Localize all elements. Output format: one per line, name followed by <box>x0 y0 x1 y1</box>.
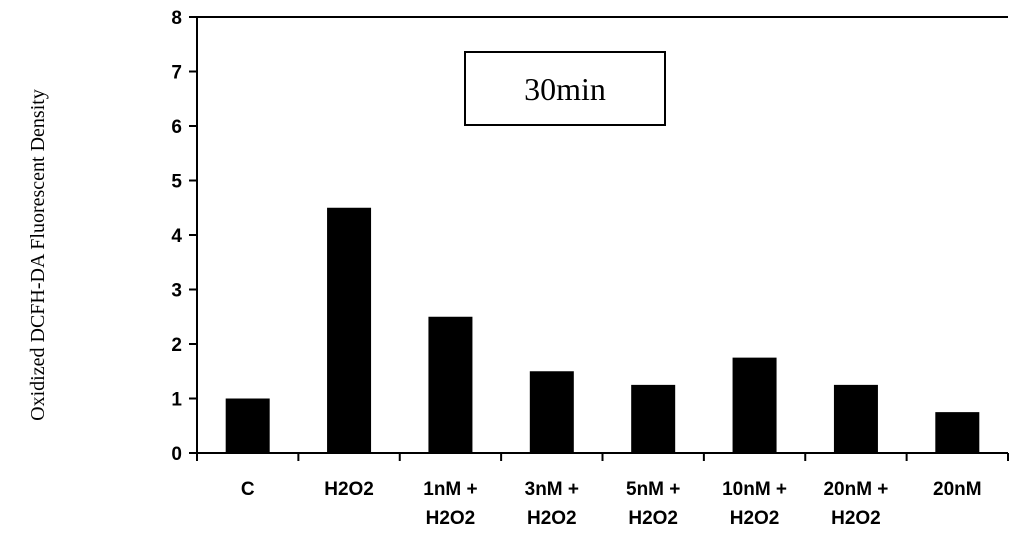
annotation-text: 30min <box>524 71 606 107</box>
bar <box>935 412 980 453</box>
x-tick-label: 1nM + H2O2 <box>423 479 477 529</box>
y-tick-label: 4 <box>171 226 182 247</box>
bar <box>732 357 777 453</box>
bar <box>631 384 676 453</box>
x-tick-label: C <box>241 479 255 500</box>
y-tick-label: 2 <box>171 335 182 356</box>
y-tick-label: 8 <box>171 8 182 29</box>
x-tick-label: H2O2 <box>324 479 374 500</box>
y-axis-label: Oxidized DCFH-DA Fluorescent Density <box>27 89 49 421</box>
y-tick-label: 1 <box>171 390 182 411</box>
bar <box>833 384 878 453</box>
bar <box>428 316 473 453</box>
x-tick-label: 20nM + H2O2 <box>823 479 888 529</box>
bar <box>327 207 372 453</box>
annotation-box: 30min <box>464 51 666 126</box>
y-tick-label: 3 <box>171 281 182 302</box>
y-tick-label: 6 <box>171 117 182 138</box>
bar <box>225 398 270 453</box>
y-tick-label: 7 <box>171 63 182 84</box>
x-tick-label: 5nM + H2O2 <box>626 479 680 529</box>
y-tick-label: 0 <box>171 444 182 465</box>
x-tick-label: 20nM <box>933 479 982 500</box>
bar <box>529 371 574 453</box>
x-tick-label: 3nM + H2O2 <box>525 479 579 529</box>
x-tick-label: 10nM + H2O2 <box>722 479 787 529</box>
y-tick-label: 5 <box>171 172 182 193</box>
